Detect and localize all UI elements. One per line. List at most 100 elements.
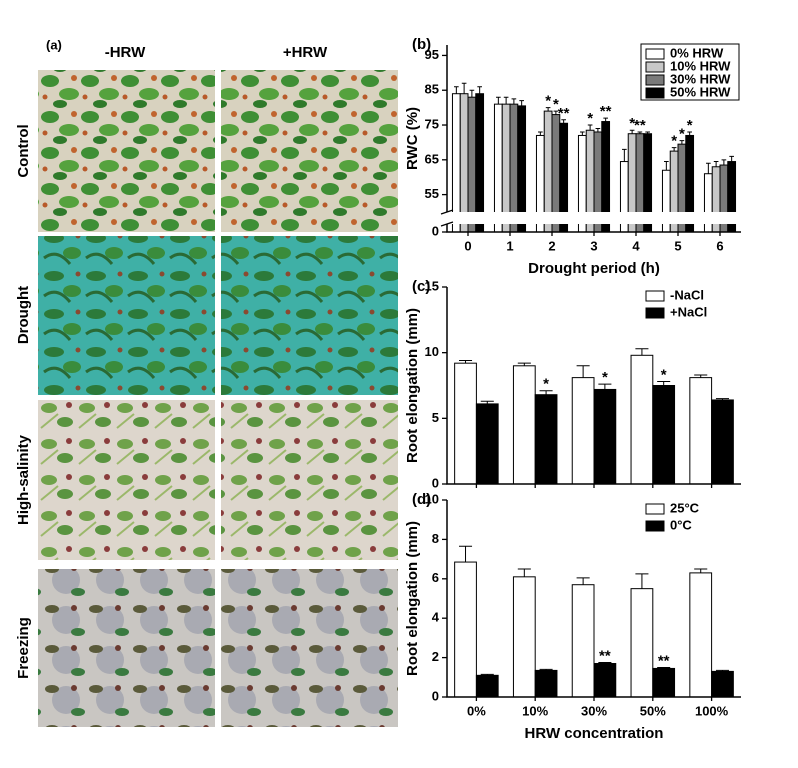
legend-label: -NaCl [670,287,704,302]
y-tick-label: 95 [425,47,439,62]
row-label: Freezing [15,617,32,679]
error-bar [637,131,643,134]
legend-label: 0% HRW [670,45,724,60]
error-bar [580,131,585,136]
error-bar [561,119,566,124]
y-axis [446,45,741,233]
x-tick-label: 10% [522,703,548,718]
significance: * [629,115,635,132]
error-bar [622,148,627,162]
bar [711,399,734,485]
y-axis-title: Root elongation (mm) [404,308,421,463]
error-bar [480,400,494,404]
x-tick-label: 6 [716,238,723,253]
bar [630,588,654,698]
error-bar [706,162,711,174]
error-bar [519,100,524,106]
error-bar [477,86,482,94]
error-bar [679,140,685,145]
significance: ** [658,652,670,669]
x-axis-title: Drought period (h) [528,260,660,277]
x-tick-label: 4 [632,238,640,253]
legend-label: 0°C [670,517,692,532]
bar [459,93,469,233]
y-tick-label: 10 [425,344,439,359]
row-label: Control [15,124,32,177]
legend-swatch [645,290,665,302]
error-bar [587,124,593,131]
error-bar [657,666,671,669]
significance: * [587,110,593,127]
y-tick-label: 5 [432,410,439,425]
y-tick-label: 0 [432,223,439,238]
legend-swatch [645,520,665,532]
y-tick-label: 0 [432,475,439,490]
error-bar [503,96,509,105]
photo [38,70,215,232]
photo [221,400,398,560]
significance: ** [599,647,611,664]
bar [571,584,595,698]
bar [711,670,734,698]
error-bar [454,86,459,94]
error-bar [598,662,612,664]
photo [221,70,398,232]
significance: ** [600,103,612,120]
error-bar [657,381,671,386]
error-bar [721,159,727,166]
x-tick-label: 5 [674,238,681,253]
photo [38,569,215,727]
x-tick-label: 30% [581,703,607,718]
legend-label: 10% HRW [670,58,731,73]
error-bar [539,668,553,671]
error-bar [694,374,708,378]
column-header: -HRW [105,44,146,61]
y-axis-title: Root elongation (mm) [404,521,421,676]
bar [593,663,617,698]
error-bar [645,131,650,134]
bar [652,385,676,485]
bar [689,377,713,485]
y-axis-title: RWC (%) [404,107,421,170]
error-bar [517,362,531,366]
legend-frame [640,43,740,101]
legend-label: 30% HRW [670,71,731,86]
row-label: High-salinity [15,434,32,525]
error-bar [635,348,649,356]
significance: ** [634,117,646,134]
error-bar [576,365,590,378]
bar [534,669,558,698]
y-tick-label: 8 [432,531,439,546]
error-bar [545,107,551,112]
error-bar [480,673,494,676]
significance: * [661,367,667,384]
y-tick-label: 4 [432,610,440,625]
error-bar [694,568,708,573]
panel-label: (a) [46,37,62,52]
axis [446,287,741,485]
error-bar [715,669,730,672]
significance: * [679,126,685,143]
error-bar [687,131,692,136]
bar [652,667,676,698]
y-tick-label: 15 [425,278,439,293]
error-bar [715,398,730,400]
error-bar [598,383,612,390]
significance: * [543,376,549,393]
error-bar [595,128,601,132]
significance: * [671,133,677,150]
error-bar [461,82,467,94]
legend-label: 25°C [670,500,700,515]
error-bar [553,110,559,115]
y-tick-label: 2 [432,649,439,664]
bar [512,576,536,698]
significance: * [602,369,608,386]
legend-swatch [645,87,665,99]
y-tick-label: 85 [425,82,439,97]
bar [534,394,558,485]
significance: ** [558,105,570,122]
x-tick-label: 0 [464,238,471,253]
error-bar [713,161,719,167]
x-tick-label: 0% [467,703,486,718]
significance: * [687,117,693,134]
